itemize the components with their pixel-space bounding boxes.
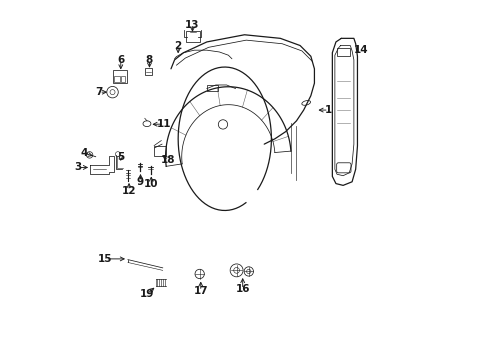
Text: 1: 1	[325, 105, 332, 115]
Text: 2: 2	[174, 41, 182, 50]
Text: 3: 3	[74, 162, 81, 172]
Bar	[206, 85, 217, 91]
Bar	[185, 31, 199, 42]
Text: 11: 11	[156, 119, 171, 129]
Text: 16: 16	[235, 284, 249, 294]
Bar	[336, 48, 349, 56]
Bar	[121, 76, 125, 82]
Text: 8: 8	[145, 55, 153, 65]
Text: 19: 19	[140, 289, 154, 299]
Text: 5: 5	[117, 152, 124, 162]
Text: 7: 7	[95, 87, 103, 97]
Text: 12: 12	[122, 186, 136, 196]
Text: 9: 9	[137, 177, 144, 187]
Text: 14: 14	[353, 45, 367, 55]
Bar	[113, 69, 126, 83]
Bar	[154, 145, 165, 156]
Text: 15: 15	[98, 254, 112, 264]
Text: 10: 10	[144, 179, 158, 189]
Bar	[144, 68, 152, 75]
Text: 4: 4	[80, 148, 87, 158]
Text: 13: 13	[185, 20, 199, 30]
Text: 18: 18	[161, 155, 175, 165]
Bar	[114, 76, 120, 82]
Text: 17: 17	[193, 286, 207, 296]
Text: 6: 6	[117, 55, 124, 65]
